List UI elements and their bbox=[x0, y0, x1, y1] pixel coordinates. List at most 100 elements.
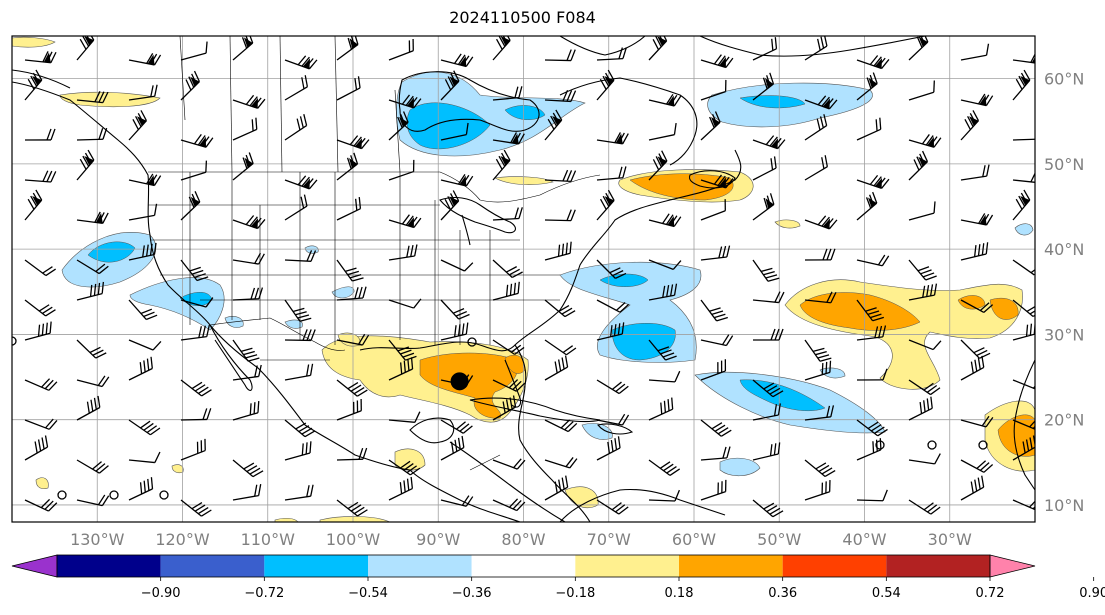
wind-barb bbox=[700, 174, 734, 189]
wind-barb bbox=[492, 132, 525, 145]
wind-barb bbox=[232, 287, 264, 301]
wind-barb bbox=[284, 194, 308, 221]
wind-barb bbox=[388, 339, 417, 361]
wind-barb bbox=[804, 36, 828, 61]
wind-barb bbox=[648, 123, 677, 141]
wind-barb bbox=[440, 122, 469, 141]
wind-barb bbox=[440, 435, 465, 461]
wind-barb bbox=[1012, 51, 1035, 65]
wind-barb bbox=[856, 325, 887, 341]
lat-label: 50°N bbox=[1044, 155, 1084, 174]
wind-barb bbox=[232, 117, 258, 141]
wind-barb bbox=[544, 109, 563, 141]
wind-barb bbox=[180, 379, 212, 397]
wind-barb bbox=[128, 477, 154, 501]
anomaly-shading bbox=[12, 36, 1035, 522]
wind-barb bbox=[24, 259, 56, 277]
lat-label: 60°N bbox=[1044, 70, 1084, 89]
wind-barb bbox=[544, 89, 577, 103]
neg-anomaly-nm bbox=[304, 245, 319, 254]
wind-barb bbox=[1012, 435, 1035, 461]
wind-barb bbox=[440, 322, 469, 341]
lon-label: 40°W bbox=[842, 530, 886, 549]
lon-label: 120°W bbox=[155, 530, 210, 549]
wind-barb bbox=[336, 286, 367, 301]
calm-wind-circle bbox=[875, 440, 885, 450]
wind-barb bbox=[232, 94, 266, 109]
wind-barb bbox=[544, 49, 576, 62]
colorbar-tick-label: 0.18 bbox=[665, 586, 694, 601]
wind-barb bbox=[856, 55, 890, 70]
wind-barb bbox=[596, 69, 615, 101]
wind-barb bbox=[440, 174, 474, 187]
lon-label: 90°W bbox=[416, 530, 460, 549]
coast-south-america bbox=[559, 488, 726, 522]
neg-anomaly-caribbean bbox=[719, 457, 761, 477]
coast-hispaniola bbox=[597, 423, 634, 435]
wind-barb bbox=[544, 457, 578, 469]
border-canada-prov1 bbox=[229, 36, 233, 173]
wind-barb bbox=[752, 193, 775, 221]
wind-barb bbox=[752, 328, 784, 341]
wind-barb bbox=[388, 476, 414, 501]
coast-lake-michigan bbox=[461, 214, 471, 246]
colorbar-bin bbox=[57, 555, 161, 577]
wind-barb bbox=[440, 495, 474, 507]
wind-barb bbox=[76, 36, 95, 61]
latitude-labels: 60°N 50°N 40°N 30°N 20°N 10°N bbox=[1044, 70, 1084, 515]
wind-barb bbox=[804, 155, 828, 181]
neg-anomaly-azores bbox=[1014, 223, 1034, 236]
wind-barb bbox=[492, 259, 523, 279]
wind-barb bbox=[544, 209, 576, 222]
wind-barb bbox=[752, 499, 784, 518]
wind-barb bbox=[960, 213, 994, 226]
wind-barb bbox=[284, 299, 312, 322]
neg-anomaly-hudson-core2 bbox=[504, 105, 546, 120]
wind-barb bbox=[908, 339, 942, 351]
wind-barb bbox=[336, 36, 359, 61]
wind-barb bbox=[180, 160, 208, 181]
colorbar-tick-label: 0.72 bbox=[976, 586, 1005, 601]
wind-barb bbox=[492, 149, 511, 181]
border-canada-prov3 bbox=[334, 36, 339, 173]
neg-anomaly-pacific-core bbox=[87, 241, 136, 263]
lat-label: 40°N bbox=[1044, 240, 1084, 259]
wind-barb bbox=[804, 405, 835, 421]
wind-barb bbox=[648, 397, 674, 421]
wind-barb bbox=[1012, 259, 1035, 276]
wind-barb bbox=[388, 159, 415, 181]
wind-barb bbox=[596, 299, 630, 313]
wind-barb bbox=[180, 438, 206, 461]
wind-barb bbox=[388, 357, 414, 381]
wind-barb bbox=[1012, 189, 1031, 221]
colorbar-frame bbox=[56, 554, 991, 578]
wind-barb bbox=[180, 499, 212, 517]
wind-barb bbox=[544, 299, 576, 318]
coast-north-america-east bbox=[514, 149, 742, 522]
colorbar-low-extend bbox=[11, 554, 58, 578]
wind-barb bbox=[24, 69, 43, 101]
wind-barb bbox=[284, 175, 318, 190]
wind-barb bbox=[336, 399, 362, 421]
neg-anomaly-atlantic-core2 bbox=[599, 273, 649, 287]
wind-barb bbox=[700, 334, 734, 347]
wind-barb bbox=[544, 355, 569, 381]
coast-yucatan bbox=[409, 417, 455, 444]
wind-barb bbox=[440, 259, 474, 272]
wind-barb bbox=[700, 299, 728, 322]
wind-barb bbox=[180, 408, 212, 421]
wind-barb bbox=[284, 419, 316, 438]
wind-barb bbox=[76, 375, 110, 388]
wind-barb bbox=[24, 128, 56, 141]
wind-barb bbox=[804, 339, 832, 362]
calm-wind-circle bbox=[927, 440, 937, 450]
wind-barb bbox=[440, 53, 474, 68]
wind-barb bbox=[960, 355, 985, 381]
wind-barb bbox=[960, 475, 985, 501]
pos-anomaly-pacific-s bbox=[35, 477, 49, 490]
wind-barb bbox=[284, 250, 317, 262]
wind-barb bbox=[804, 459, 836, 478]
political-borders bbox=[148, 36, 601, 471]
coast-great-lakes bbox=[439, 196, 516, 234]
calm-wind-circle bbox=[109, 490, 119, 500]
